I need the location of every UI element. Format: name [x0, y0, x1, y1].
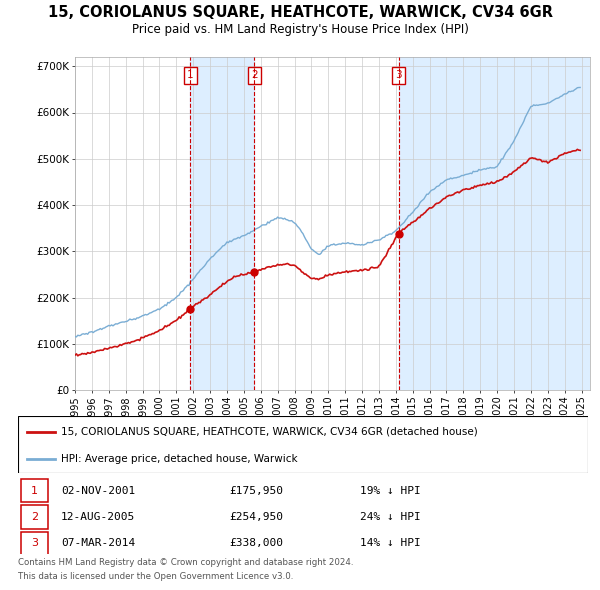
Text: 15, CORIOLANUS SQUARE, HEATHCOTE, WARWICK, CV34 6GR (detached house): 15, CORIOLANUS SQUARE, HEATHCOTE, WARWIC… [61, 427, 478, 437]
Text: £175,950: £175,950 [229, 486, 283, 496]
Bar [21, 506, 48, 529]
Text: Price paid vs. HM Land Registry's House Price Index (HPI): Price paid vs. HM Land Registry's House … [131, 23, 469, 36]
Bar [21, 479, 48, 503]
Text: £338,000: £338,000 [229, 538, 283, 548]
Text: Contains HM Land Registry data © Crown copyright and database right 2024.: Contains HM Land Registry data © Crown c… [18, 558, 353, 567]
Text: 3: 3 [31, 538, 38, 548]
Text: 07-MAR-2014: 07-MAR-2014 [61, 538, 135, 548]
Text: 1: 1 [31, 486, 38, 496]
Text: 19% ↓ HPI: 19% ↓ HPI [360, 486, 421, 496]
Text: £254,950: £254,950 [229, 512, 283, 522]
Text: 12-AUG-2005: 12-AUG-2005 [61, 512, 135, 522]
Text: HPI: Average price, detached house, Warwick: HPI: Average price, detached house, Warw… [61, 454, 298, 464]
Bar [21, 532, 48, 555]
Text: 3: 3 [395, 70, 402, 80]
Text: 02-NOV-2001: 02-NOV-2001 [61, 486, 135, 496]
Text: 14% ↓ HPI: 14% ↓ HPI [360, 538, 421, 548]
Bar [190, 57, 254, 390]
Text: 15, CORIOLANUS SQUARE, HEATHCOTE, WARWICK, CV34 6GR: 15, CORIOLANUS SQUARE, HEATHCOTE, WARWIC… [47, 5, 553, 20]
Text: 24% ↓ HPI: 24% ↓ HPI [360, 512, 421, 522]
Text: This data is licensed under the Open Government Licence v3.0.: This data is licensed under the Open Gov… [18, 572, 293, 581]
Text: 2: 2 [31, 512, 38, 522]
Text: 2: 2 [251, 70, 257, 80]
Bar [399, 57, 590, 390]
Text: 1: 1 [187, 70, 194, 80]
